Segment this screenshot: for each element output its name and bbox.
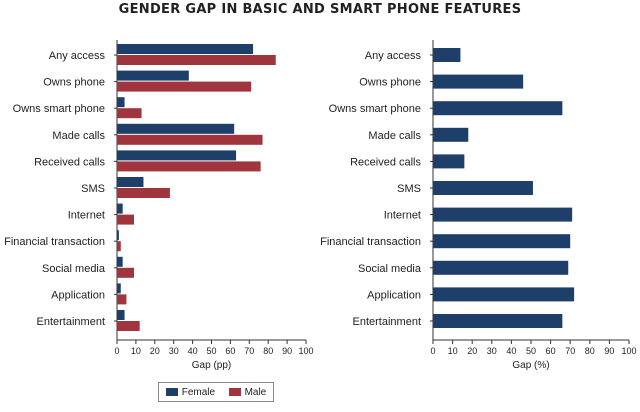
category-label: SMS [397, 183, 421, 195]
chart-title: GENDER GAP IN BASIC AND SMART PHONE FEAT… [118, 2, 522, 17]
category-label: Made calls [52, 130, 105, 142]
category-label: Owns phone [43, 77, 105, 89]
bar-female [117, 70, 189, 81]
bar-male [117, 134, 263, 145]
legend-item-male: Male [228, 386, 267, 398]
bar-gap [433, 260, 569, 275]
bar-female [117, 44, 254, 54]
x-tick-label: 0 [430, 346, 435, 356]
bar-female [117, 230, 119, 241]
x-tick-label: 20 [467, 346, 477, 356]
category-label: Any access [49, 50, 106, 62]
bar-gap [433, 314, 563, 328]
bar-gap [433, 127, 469, 142]
x-tick-label: 50 [206, 346, 216, 356]
category-label: Financial transaction [320, 236, 421, 248]
bar-gap [433, 48, 461, 62]
bar-gap [433, 74, 524, 89]
bar-female [117, 150, 237, 161]
bar-male [117, 108, 142, 119]
bar-gap [433, 287, 575, 302]
bar-male [117, 241, 121, 252]
category-label: Entertainment [37, 316, 105, 328]
category-label: Any access [365, 50, 422, 62]
category-label: Social media [358, 263, 422, 275]
x-tick-label: 100 [298, 346, 313, 356]
category-label: Financial transaction [4, 236, 105, 248]
x-tick-label: 90 [282, 346, 292, 356]
category-label: Received calls [350, 156, 421, 168]
bar-gap [433, 154, 465, 169]
x-tick-label: 40 [506, 346, 516, 356]
bar-male [117, 161, 261, 172]
x-tick-label: 30 [487, 346, 497, 356]
bar-male [117, 214, 135, 225]
x-tick-label: 60 [546, 346, 556, 356]
x-tick-label: 50 [526, 346, 536, 356]
bar-female [117, 97, 125, 108]
x-tick-label: 90 [604, 346, 614, 356]
legend-label-male: Male [244, 386, 267, 398]
x-tick-label: 100 [621, 346, 636, 356]
category-label: Application [51, 289, 105, 301]
bar-male [117, 267, 135, 278]
x-tick-label: 30 [169, 346, 179, 356]
category-label: Owns smart phone [329, 103, 421, 115]
x-axis-label: Gap (pp) [192, 360, 231, 371]
category-label: Internet [384, 210, 421, 222]
category-label: Internet [68, 210, 105, 222]
bar-gap [433, 207, 573, 222]
legend-label-female: Female [181, 386, 216, 398]
bar-male [117, 321, 140, 331]
x-tick-label: 70 [565, 346, 575, 356]
bar-male [117, 188, 170, 198]
category-label: Owns phone [359, 77, 421, 89]
x-tick-label: 80 [585, 346, 595, 356]
category-label: Application [367, 289, 421, 301]
legend-swatch-male [228, 388, 241, 396]
bar-gap [433, 234, 571, 249]
category-label: Made calls [368, 130, 421, 142]
bar-female [117, 177, 144, 187]
x-axis-label: Gap (%) [512, 360, 549, 371]
bar-gap [433, 181, 533, 195]
bar-female [117, 256, 123, 267]
bar-female [117, 283, 121, 294]
category-label: Received calls [34, 156, 105, 168]
bar-male [117, 55, 276, 65]
x-tick-label: 70 [244, 346, 254, 356]
category-label: Owns smart phone [13, 103, 105, 115]
bar-female [117, 203, 123, 214]
category-label: SMS [81, 183, 105, 195]
x-tick-label: 40 [188, 346, 198, 356]
category-label: Social media [42, 263, 106, 275]
bar-gap [433, 101, 563, 116]
x-tick-label: 10 [131, 346, 141, 356]
bar-female [117, 310, 125, 320]
x-tick-label: 20 [150, 346, 160, 356]
bar-male [117, 81, 252, 92]
legend-swatch-female [165, 388, 178, 396]
bar-female [117, 123, 235, 134]
x-tick-label: 0 [114, 346, 119, 356]
legend: Female Male [158, 382, 274, 402]
x-tick-label: 10 [448, 346, 458, 356]
category-label: Entertainment [353, 316, 421, 328]
x-tick-label: 60 [225, 346, 235, 356]
bar-male [117, 294, 127, 305]
legend-item-female: Female [165, 386, 216, 398]
x-tick-label: 80 [263, 346, 273, 356]
